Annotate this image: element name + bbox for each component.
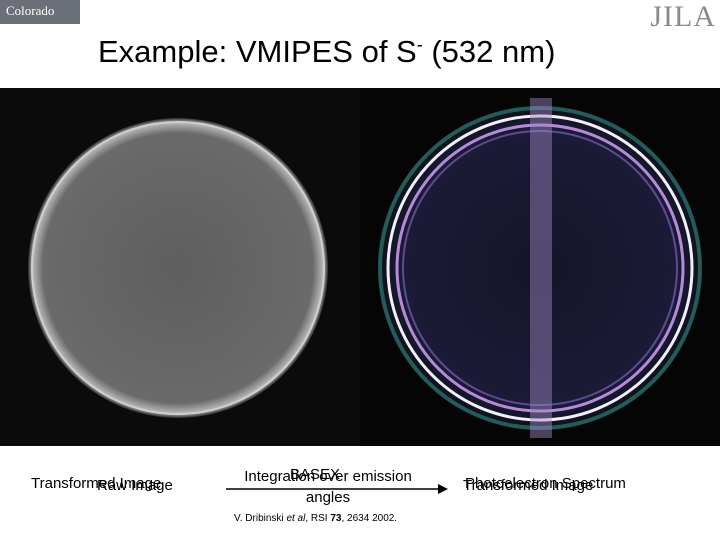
label-spectrum: Photoelectron Spectrum bbox=[465, 475, 626, 492]
raw-ring bbox=[31, 121, 325, 415]
logo-right: JILA bbox=[650, 0, 716, 33]
inner-ring-2 bbox=[402, 130, 678, 406]
logo-text: Colorado bbox=[6, 3, 55, 18]
inner-ring bbox=[395, 123, 685, 413]
label-transformed-right: Transformed Image bbox=[463, 477, 594, 494]
title-main: Example: VMIPES of S bbox=[98, 34, 417, 69]
citation-part: 73 bbox=[330, 513, 342, 524]
label-line: angles bbox=[305, 489, 351, 506]
citation: V. Dribinski et al, RSI 73, 2634 2002. bbox=[234, 513, 397, 524]
transformed-disk bbox=[378, 106, 702, 430]
arrow bbox=[226, 484, 448, 494]
label-basex: BASEX bbox=[290, 466, 341, 483]
images bbox=[0, 88, 720, 446]
title: Example: VMIPES of S- (532 nm) bbox=[98, 34, 555, 70]
center-band bbox=[530, 98, 552, 438]
citation-part: , RSI bbox=[305, 513, 331, 524]
citation-part: , 2634 2002. bbox=[341, 513, 398, 524]
label-transformed: Transformed Image bbox=[31, 475, 162, 492]
logo-left: Colorado bbox=[0, 0, 80, 24]
citation-part: et al bbox=[286, 513, 306, 524]
outer-ring bbox=[386, 114, 694, 422]
raw-image-disk bbox=[28, 118, 328, 418]
label-raw: Raw Image bbox=[97, 477, 173, 494]
citation-part: V. Dribinski bbox=[234, 513, 287, 524]
title-suffix: (532 nm) bbox=[431, 34, 556, 69]
title-superscript: - bbox=[416, 34, 423, 55]
teal-ring bbox=[378, 106, 702, 430]
label-line: Integration over emission bbox=[244, 468, 412, 485]
label-integration: Integration over emission angles bbox=[228, 468, 428, 506]
